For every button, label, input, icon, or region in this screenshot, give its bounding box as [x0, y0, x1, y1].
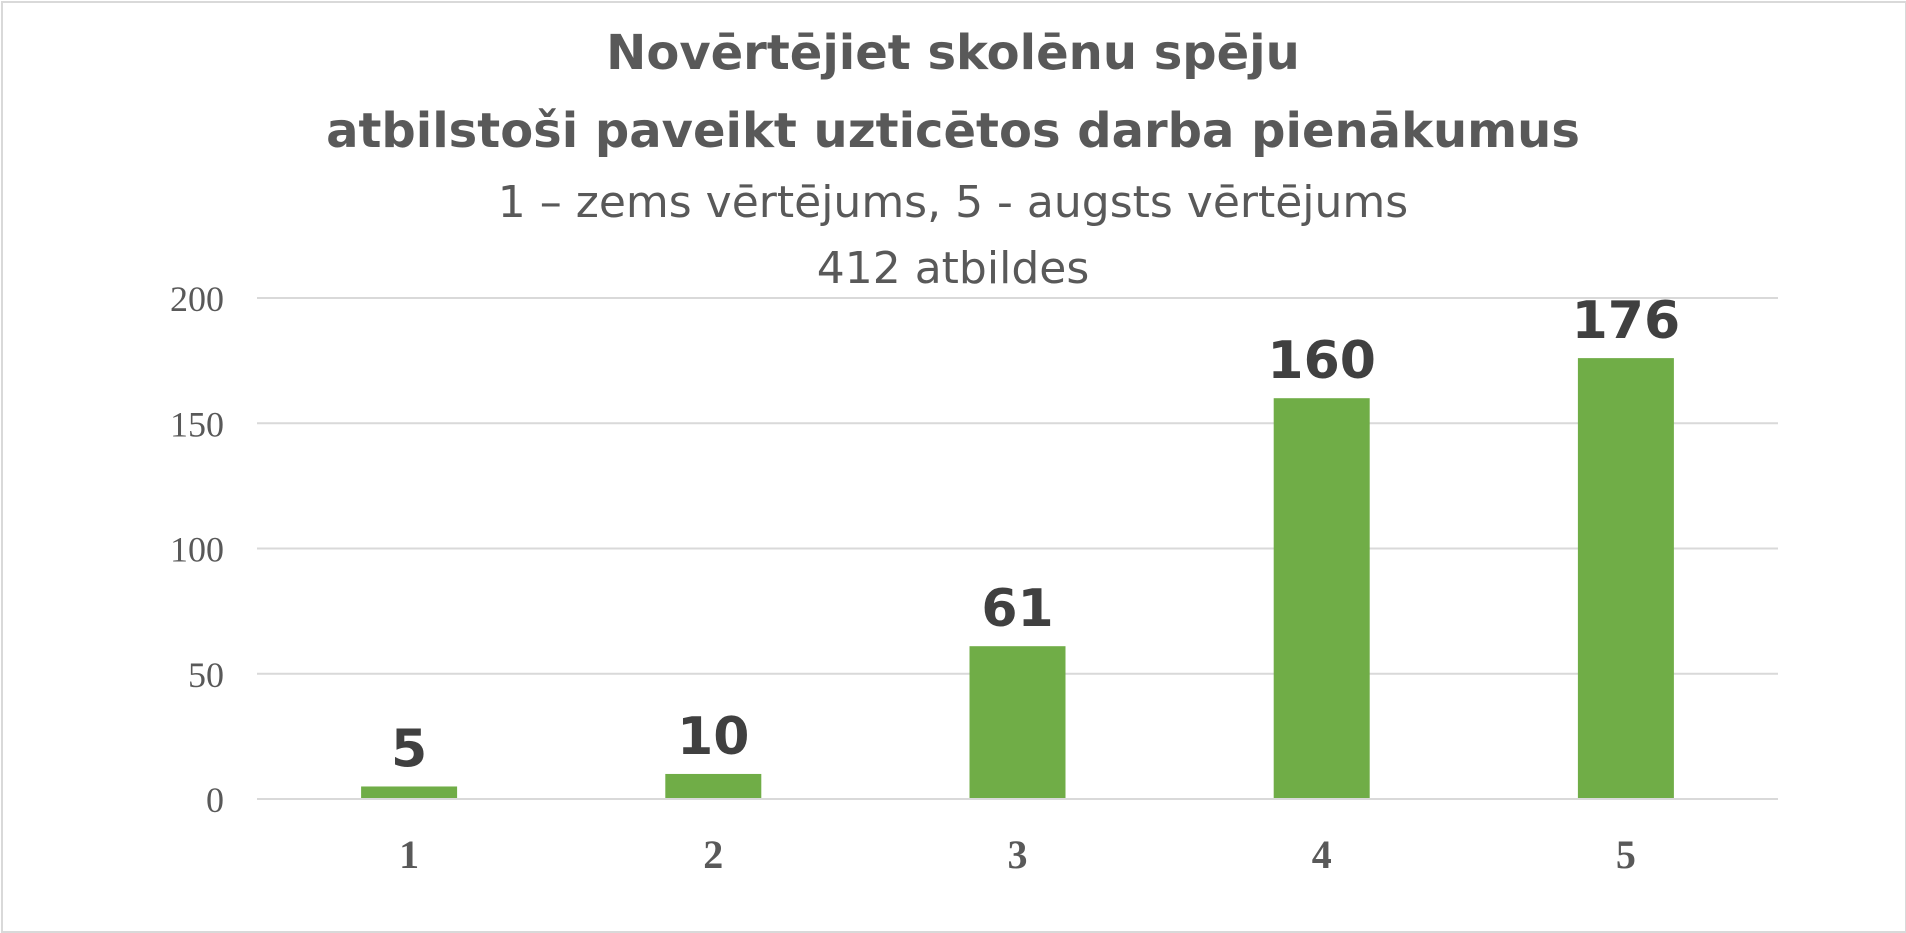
data-label: 5 — [391, 719, 427, 779]
data-label: 160 — [1267, 331, 1376, 391]
data-label: 10 — [677, 707, 749, 767]
chart-title-block: Novērtējiet skolēnu spēju atbilstoši pav… — [0, 14, 1906, 302]
bar — [969, 646, 1066, 799]
x-category-label: 2 — [703, 832, 723, 877]
y-tick-label: 100 — [170, 530, 224, 570]
x-category-label: 5 — [1616, 832, 1636, 877]
bar — [665, 773, 762, 799]
bar — [1577, 358, 1674, 799]
chart-subtitle-line-1: 1 – zems vērtējums, 5 - augsts vērtējums — [497, 177, 1409, 228]
x-category-label: 3 — [1008, 832, 1028, 877]
data-label: 176 — [1572, 291, 1681, 351]
y-tick-label: 50 — [188, 655, 224, 695]
chart-title-line-2: atbilstoši paveikt uzticētos darba pienā… — [326, 103, 1580, 159]
x-category-label: 4 — [1312, 832, 1332, 877]
y-tick-label: 150 — [170, 404, 224, 444]
bar — [1273, 398, 1370, 799]
chart-subtitle-line-2: 412 atbildes — [816, 243, 1090, 294]
chart-title-line-1: Novērtējiet skolēnu spēju — [606, 25, 1300, 81]
bar — [361, 786, 458, 799]
data-label: 61 — [981, 579, 1053, 639]
y-tick-label: 0 — [206, 780, 224, 820]
x-category-label: 1 — [399, 832, 419, 877]
y-tick-label: 200 — [170, 279, 224, 319]
